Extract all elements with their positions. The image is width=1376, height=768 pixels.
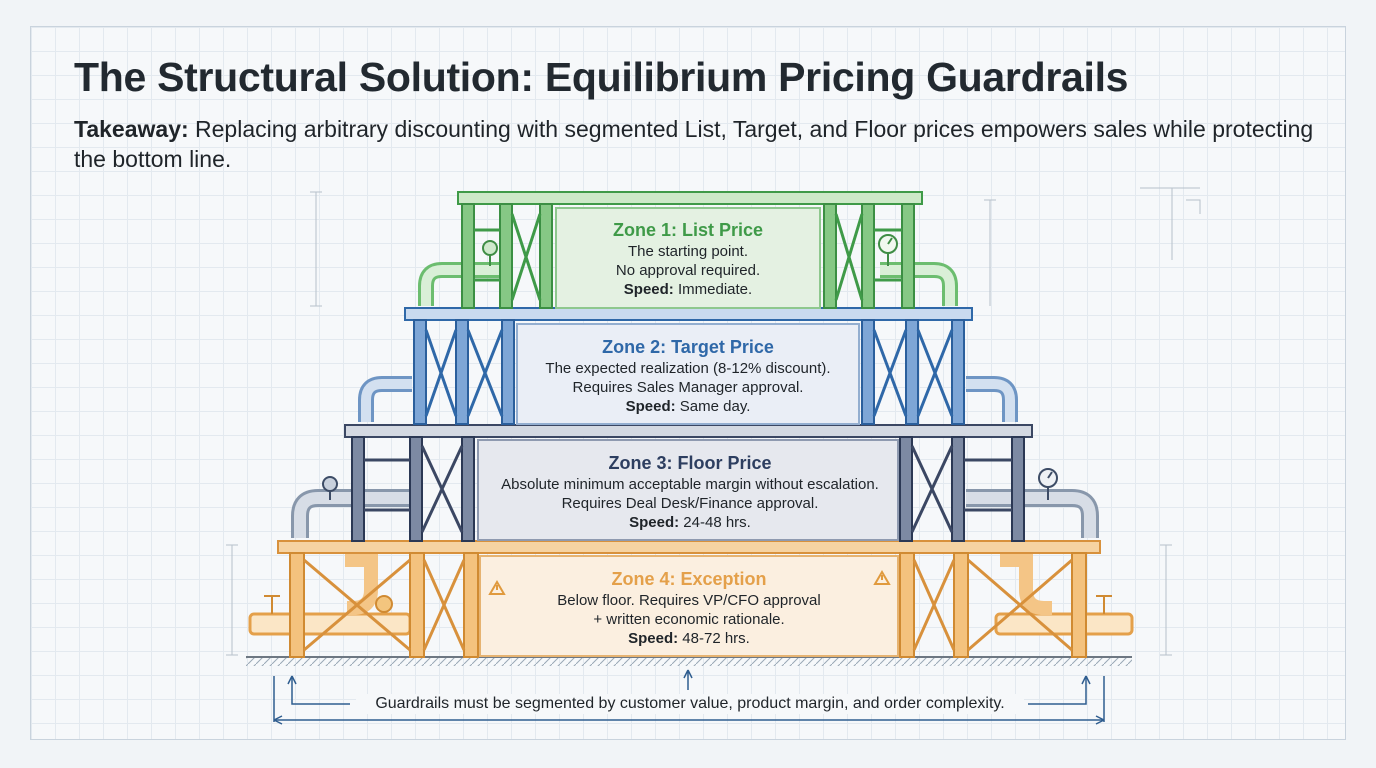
takeaway: Takeaway: Replacing arbitrary discountin… — [74, 114, 1314, 174]
zone-2-structure — [358, 307, 1018, 425]
zone-1-structure — [418, 191, 958, 309]
zone-2-label: Zone 2: Target Price The expected realiz… — [512, 335, 864, 416]
zone-1-label: Zone 1: List Price The starting point. N… — [556, 218, 820, 299]
speed-label: Speed: — [625, 398, 676, 415]
zone-3-description: Absolute minimum acceptable margin witho… — [501, 476, 879, 493]
speed-value: 24-48 hrs. — [679, 514, 751, 531]
zone-4-structure — [246, 540, 1134, 666]
speed-label: Speed: — [623, 281, 674, 298]
zone-4-speed: Speed: 48-72 hrs. — [480, 629, 898, 648]
zone-3-title: Zone 3: Floor Price — [608, 453, 772, 473]
zone-3-approval: Requires Deal Desk/Finance approval. — [561, 495, 819, 512]
pressure-gauge-icon — [878, 234, 898, 266]
valve-icon — [482, 240, 498, 266]
zone-1-speed: Speed: Immediate. — [556, 280, 820, 299]
zone-4-approval: + written economic rationale. — [593, 611, 785, 628]
speed-value: Immediate. — [673, 281, 753, 298]
valve-icon — [322, 476, 338, 500]
warning-icon — [488, 570, 891, 595]
zone-3-structure — [291, 424, 1099, 542]
zone-1-title: Zone 1: List Price — [612, 220, 764, 240]
zone-2-title: Zone 2: Target Price — [602, 337, 774, 357]
valve-icon — [264, 595, 1112, 614]
dimension-arrows — [273, 669, 1105, 725]
takeaway-text: Replacing arbitrary discounting with seg… — [74, 116, 1314, 172]
speed-label: Speed: — [628, 630, 679, 647]
zone-2-description: The expected realization (8-12% discount… — [545, 360, 831, 377]
zone-4-description: Below floor. Requires VP/CFO approval — [557, 592, 821, 609]
footnote: Guardrails must be segmented by customer… — [356, 694, 1024, 714]
zone-3-label: Zone 3: Floor Price Absolute minimum acc… — [474, 451, 906, 532]
zone-2-approval: Requires Sales Manager approval. — [572, 379, 804, 396]
dimension-lines — [226, 187, 1201, 656]
zone-1-description: The starting point. — [627, 243, 749, 260]
page-title: The Structural Solution: Equilibrium Pri… — [74, 54, 1129, 100]
zone-2-speed: Speed: Same day. — [512, 397, 864, 416]
zone-1-approval: No approval required. — [615, 262, 761, 279]
zone-3-speed: Speed: 24-48 hrs. — [474, 513, 906, 532]
speed-value: Same day. — [675, 398, 751, 415]
zone-4-label: Zone 4: Exception Below floor. Requires … — [480, 567, 898, 648]
pressure-gauge-icon — [1038, 468, 1058, 500]
zone-4-title: Zone 4: Exception — [611, 569, 767, 589]
speed-value: 48-72 hrs. — [678, 630, 750, 647]
takeaway-label: Takeaway: — [74, 116, 189, 142]
speed-label: Speed: — [629, 514, 680, 531]
